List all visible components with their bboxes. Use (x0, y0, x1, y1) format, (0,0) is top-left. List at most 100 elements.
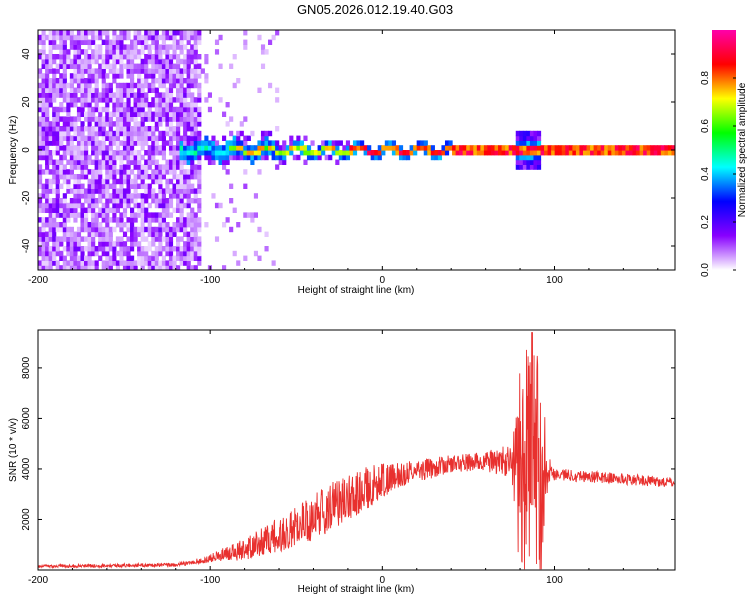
spectrogram-cell (165, 92, 170, 98)
spectrogram-cell (176, 106, 181, 113)
spectrogram-cell (73, 58, 78, 65)
spectrogram-cell (133, 193, 138, 199)
spectrogram-cell (41, 121, 46, 127)
spectrogram-cell (151, 159, 156, 165)
spectrogram-cell (151, 82, 156, 89)
spectrogram-cell (190, 250, 195, 257)
spectrogram-cell (505, 145, 510, 151)
spectrogram-cell (179, 34, 184, 41)
spectrogram-cell (193, 121, 198, 127)
spectrogram-cell (395, 145, 400, 151)
spectrogram-cell (69, 44, 74, 50)
spectrogram-cell (137, 73, 142, 79)
spectrogram-cell (119, 92, 124, 98)
spectrogram-cell (130, 73, 135, 79)
spectrogram-cell (222, 145, 227, 151)
spectrogram-cell (69, 126, 74, 132)
spectrogram-cell (130, 241, 135, 247)
spectrogram-cell (126, 154, 131, 161)
spectrogram-cell (48, 231, 53, 237)
spectrogram-cell (172, 126, 177, 132)
spectrogram-cell (87, 135, 92, 141)
spectrogram-cell (101, 92, 106, 98)
spectrogram-cell (186, 92, 191, 98)
spectrogram-cell (186, 68, 191, 74)
spectrogram-cell (197, 169, 202, 175)
spectrogram-cell (214, 39, 220, 45)
spectrogram-cell (91, 217, 96, 223)
spectrogram-cell (176, 246, 181, 252)
spectrogram-cell (133, 140, 138, 146)
spectrogram-cell (176, 58, 181, 65)
spectrogram-cell (147, 159, 152, 165)
spectrogram-cell (168, 54, 174, 60)
spectrogram-cell (122, 63, 128, 69)
spectrogram-cell (73, 39, 78, 45)
spectrogram-cell (94, 97, 99, 103)
spectrogram-cell (168, 164, 174, 170)
spectrogram-cell (119, 126, 124, 132)
spectrogram-cell (130, 198, 135, 204)
spectrogram-cell (480, 150, 485, 156)
spectrogram-cell (161, 78, 166, 84)
spectrogram-cell (533, 140, 538, 146)
spectrogram-cell (73, 183, 78, 189)
spectrogram-cell (48, 44, 53, 50)
spectrogram-cell (306, 150, 312, 156)
spectrogram-cell (140, 207, 145, 213)
spectrogram-cell (151, 39, 156, 45)
spectrogram-cell (568, 150, 573, 156)
spectrogram-cell (186, 30, 191, 36)
spectrogram-cell (45, 111, 50, 117)
spectrogram-cell (48, 130, 53, 137)
spectrogram-cell (38, 226, 43, 233)
spectrogram-cell (147, 102, 152, 108)
spectrogram-cell (165, 30, 170, 36)
spectrogram-cell (186, 255, 191, 261)
spectrogram-cell (151, 150, 156, 156)
spectrogram-cell (204, 78, 209, 84)
spectrogram-cell (151, 145, 156, 151)
spectrogram-cell (119, 150, 124, 156)
spectrogram-cell (229, 116, 234, 122)
spectrogram-cell (115, 260, 120, 266)
spectrogram-cell (119, 246, 124, 252)
spectrogram-cell (158, 226, 163, 233)
spectrogram-cell (179, 68, 184, 74)
spectrogram-cell (183, 174, 188, 180)
spectrogram-cell (151, 140, 156, 146)
spectrogram-cell (41, 126, 46, 132)
spectrogram-cell (172, 68, 177, 74)
spectrogram-cell (168, 178, 174, 185)
spectrogram-cell (66, 250, 71, 257)
spectrogram-cell (611, 145, 616, 151)
spectrogram-cell (161, 154, 166, 161)
spectrogram-cell (130, 145, 135, 151)
spectrogram-cell (94, 202, 99, 209)
spectrogram-cell (452, 150, 457, 156)
spectrogram-cell (190, 236, 195, 242)
spectrogram-cell (48, 63, 53, 69)
spectrogram-cell (91, 30, 96, 36)
spectrogram-cell (165, 164, 170, 170)
spectrogram-cell (183, 178, 188, 185)
spectrogram-cell (183, 121, 188, 127)
spectrogram-cell (140, 198, 145, 204)
spectrogram-cell (62, 255, 67, 261)
spectrogram-cell (222, 111, 227, 117)
spectrogram-cell (133, 68, 138, 74)
spectrogram-cell (197, 174, 202, 180)
spectrogram-cell (48, 97, 53, 103)
spectrogram-cell (69, 34, 74, 41)
spectrogram-cell (243, 154, 248, 161)
spectrogram-cell (140, 193, 145, 199)
spectrogram-cell (179, 30, 184, 36)
spectrogram-cell (165, 265, 170, 270)
spectrogram-cell (161, 111, 166, 117)
spectrogram-cell (193, 246, 198, 252)
spectrogram-cell (38, 135, 43, 141)
spectrogram-cell (38, 250, 43, 257)
spectrogram-cell (98, 188, 103, 194)
spectrogram-cell (38, 73, 43, 79)
spectrogram-cell (76, 188, 82, 194)
